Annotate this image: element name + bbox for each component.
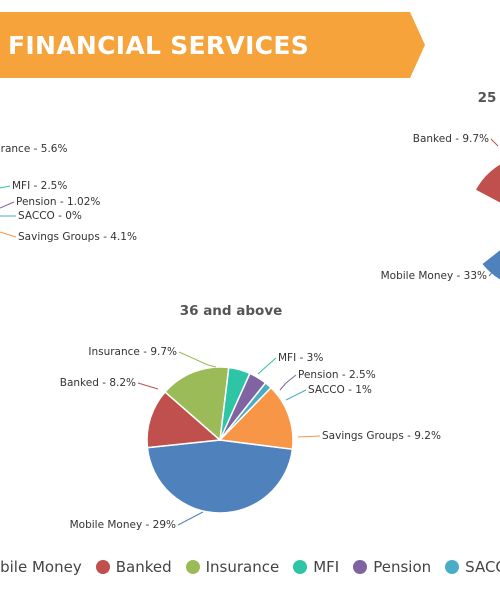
chart2-mobile-money-label: Mobile Money - 33%	[381, 270, 487, 282]
chart3-insurance-leader-line	[178, 351, 217, 368]
circle-green-icon	[185, 560, 200, 574]
chart-title-1: 25	[478, 90, 497, 106]
circle-teal-icon	[293, 560, 308, 574]
legend-item-mobile-money[interactable]: Mobile Money	[0, 558, 82, 576]
chart3-pension-leader-line	[279, 374, 297, 391]
chart3-savings-groups-leader-line	[297, 435, 321, 438]
chart2-mobile-money-leader-line	[488, 267, 497, 277]
chart3-savings-groups-label: Savings Groups - 9.2%	[322, 430, 441, 442]
chart3-pension-label: Pension - 2.5%	[298, 369, 376, 381]
legend-label: MFI	[313, 558, 340, 576]
chart3-insurance-label: Insurance - 9.7%	[88, 346, 177, 358]
chart1-savings-groups-label: Savings Groups - 4.1%	[18, 231, 137, 243]
legend-label: Insurance	[205, 558, 280, 576]
chart3-banked-label: Banked - 8.2%	[60, 377, 136, 389]
legend-label: SACCO	[465, 558, 500, 576]
chart1-insurance-label: urance - 5.6%	[0, 143, 67, 155]
chart3-mfi-label: MFI - 3%	[278, 352, 323, 364]
circle-cyan-icon	[445, 560, 460, 574]
chart3-mobile-money-leader-line	[177, 511, 204, 526]
chart3-slice-savings-groups	[218, 386, 294, 451]
legend-label: Pension	[373, 558, 432, 576]
banner-shape	[0, 12, 425, 78]
legend-item-banked[interactable]: Banked	[95, 558, 172, 576]
legend-label: Banked	[115, 558, 172, 576]
legend-item-insurance[interactable]: Insurance	[185, 558, 280, 576]
chart1-savings-groups-leader-line	[0, 231, 17, 238]
legend-item-pension[interactable]: Pension	[353, 558, 431, 576]
chart3-slice-mobile-money	[146, 439, 294, 514]
chart1-pension-label: Pension - 1.02%	[16, 196, 100, 208]
legend-label: Mobile Money	[0, 558, 82, 576]
chart3-mobile-money-label: Mobile Money - 29%	[70, 519, 176, 531]
chart3-slice-banked	[146, 390, 222, 449]
chart-title-2: 36 and above	[180, 303, 283, 319]
legend-item-sacco[interactable]: SACCO	[445, 558, 500, 576]
chart2-banked-leader-line	[490, 138, 499, 147]
chart3-mfi-leader-line	[257, 357, 277, 375]
chart3-banked-leader-line	[137, 382, 159, 390]
chart1-mfi-leader-line	[0, 185, 11, 189]
chart3-slice-insurance	[163, 366, 230, 442]
chart-legend: Mobile Money Banked Insurance MFI Pension SAC…	[0, 558, 500, 588]
circle-purple-icon	[353, 560, 368, 574]
circle-red-icon	[95, 560, 110, 574]
header-banner: FINANCIAL SERVICES	[0, 12, 425, 78]
chart1-sacco-label: SACCO - 0%	[18, 210, 82, 222]
chart2-banked-label: Banked - 9.7%	[413, 133, 489, 145]
legend-item-mfi[interactable]: MFI	[293, 558, 339, 576]
page-title: FINANCIAL SERVICES	[8, 31, 310, 60]
chart1-pension-leader-line	[0, 201, 15, 209]
chart1-mfi-label: MFI - 2.5%	[12, 180, 67, 192]
chart2-slice-mobile-money	[480, 248, 500, 282]
chart3-sacco-label: SACCO - 1%	[308, 384, 372, 396]
chart3-sacco-leader-line	[285, 389, 307, 401]
chart2-slice-banked	[473, 162, 500, 205]
